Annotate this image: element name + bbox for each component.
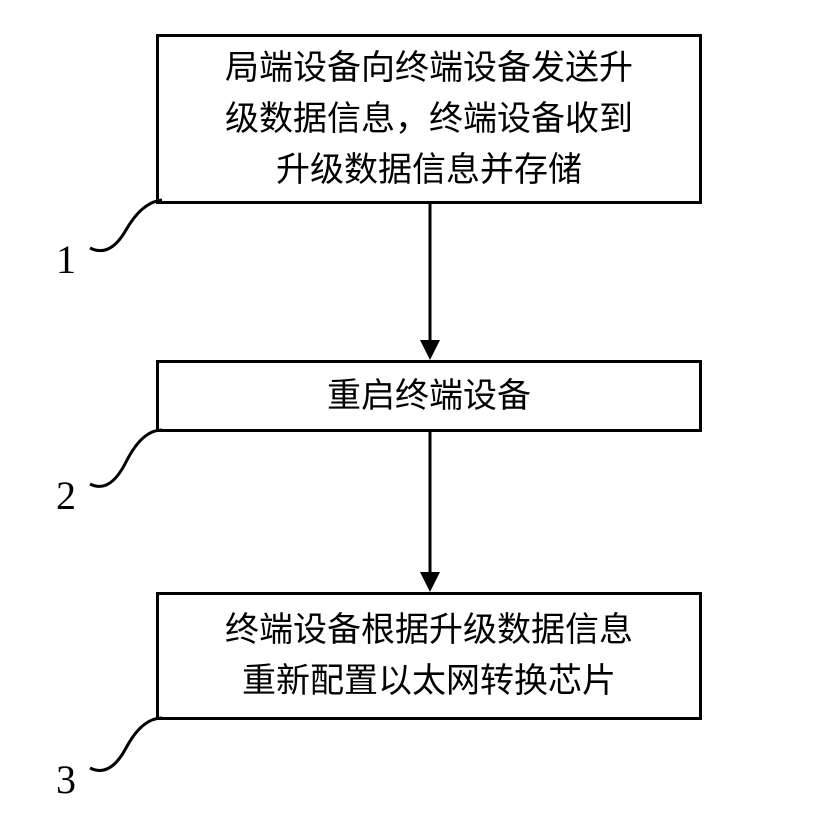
connector-curve-3	[0, 0, 815, 826]
flowchart-canvas: 局端设备向终端设备发送升级数据信息，终端设备收到升级数据信息并存储 重启终端设备…	[0, 0, 815, 826]
